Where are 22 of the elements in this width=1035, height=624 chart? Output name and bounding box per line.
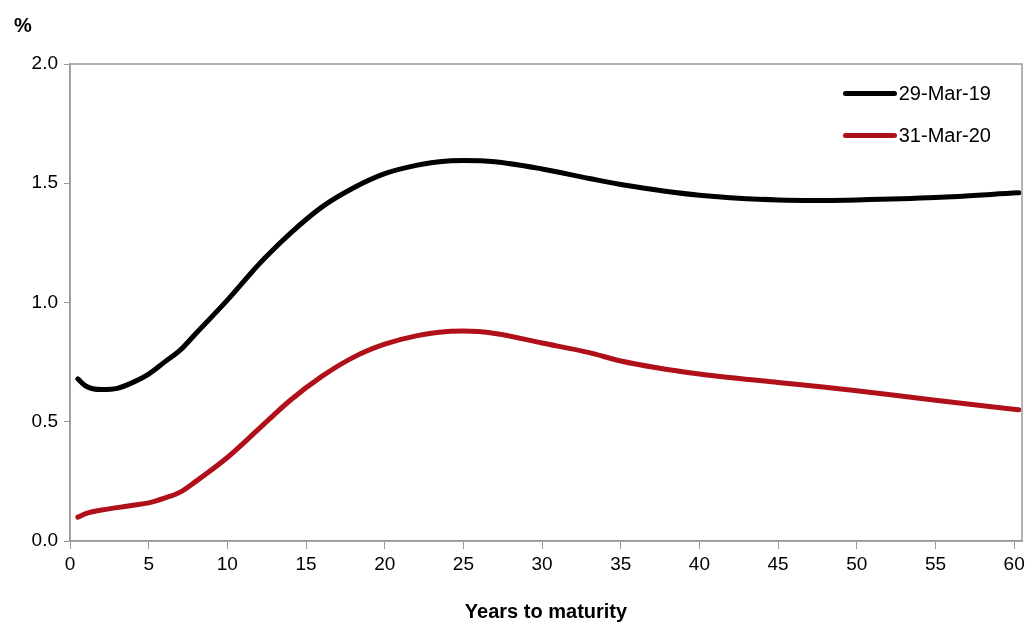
y-tick-label: 2.0 [31, 52, 58, 74]
y-tick-label: 1.0 [31, 290, 58, 312]
legend-label: 31-Mar-20 [898, 123, 991, 147]
x-tick-label: 55 [924, 552, 947, 574]
y-tick-label: 0.0 [31, 529, 58, 551]
x-tick-label: 0 [64, 552, 76, 574]
x-tick-label: 5 [143, 552, 154, 574]
x-tick-label: 15 [295, 552, 317, 574]
x-tick-label: 60 [1003, 552, 1025, 574]
legend-label: 29-Mar-19 [898, 81, 991, 105]
x-tick-label: 45 [767, 552, 789, 574]
x-axis-title: Years to maturity [463, 600, 629, 623]
y-axis-title: % [14, 14, 32, 37]
y-tick-label: 1.5 [31, 171, 58, 193]
x-tick-label: 30 [531, 552, 553, 574]
x-tick-label: 10 [216, 552, 238, 574]
x-tick-label: 35 [610, 552, 632, 574]
y-tick-label: 0.5 [31, 409, 58, 431]
x-tick-label: 20 [374, 552, 396, 574]
x-tick-label: 25 [452, 552, 474, 574]
x-tick-label: 50 [846, 552, 868, 574]
x-tick-label: 40 [688, 552, 710, 574]
